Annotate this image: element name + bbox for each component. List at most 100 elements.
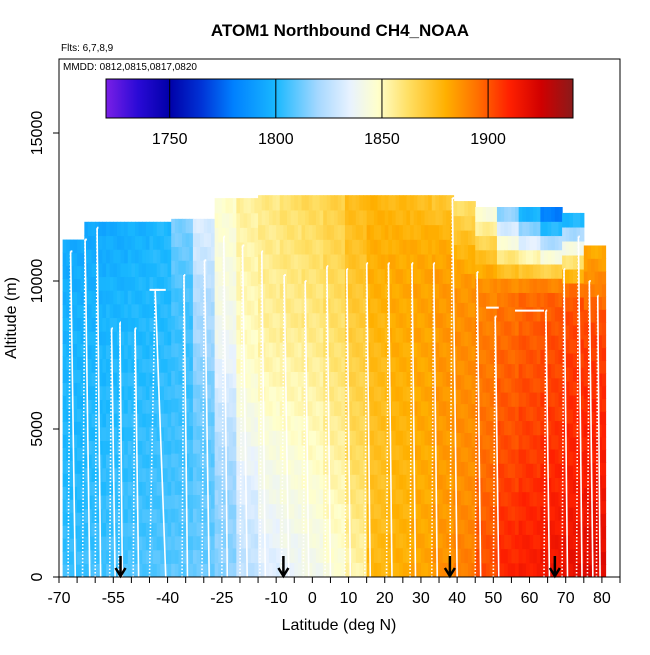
heatmap-cell — [308, 562, 313, 577]
heatmap-cell — [572, 394, 578, 410]
heatmap-cell — [145, 249, 151, 264]
heatmap-cell — [261, 562, 266, 577]
heatmap-cell — [272, 312, 277, 328]
heatmap-cell — [268, 474, 274, 490]
heatmap-cell — [80, 304, 85, 319]
heatmap-cell — [352, 474, 357, 490]
heatmap-cell — [334, 386, 339, 402]
heatmap-cell — [587, 513, 592, 527]
heatmap-cell — [518, 562, 523, 577]
heatmap-cell — [344, 444, 350, 461]
heatmap-cell — [543, 292, 549, 308]
heatmap-cell — [576, 212, 581, 228]
heatmap-cell — [330, 386, 335, 402]
heatmap-cell — [77, 551, 82, 565]
heatmap-cell — [529, 406, 534, 422]
heatmap-cell — [116, 413, 122, 428]
heatmap-cell — [131, 317, 136, 332]
heatmap-cell — [381, 547, 386, 563]
heatmap-cell — [417, 195, 422, 211]
heatmap-cell — [373, 400, 379, 417]
heatmap-cell — [221, 489, 227, 505]
heatmap-cell — [102, 426, 107, 441]
heatmap-cell — [330, 488, 335, 505]
heatmap-cell — [334, 253, 339, 270]
heatmap-cell — [272, 444, 277, 461]
heatmap-cell — [489, 505, 494, 521]
heatmap-cell — [370, 562, 375, 577]
heatmap-cell — [601, 398, 607, 412]
heatmap-cell — [373, 239, 379, 255]
heatmap-cell — [87, 344, 93, 360]
heatmap-cell — [355, 444, 361, 461]
heatmap-cell — [276, 224, 281, 240]
heatmap-cell — [250, 547, 256, 564]
heatmap-cell — [355, 547, 361, 563]
heatmap-cell — [138, 522, 143, 537]
heatmap-cell — [377, 371, 382, 387]
heatmap-cell — [124, 262, 129, 278]
heatmap-cell — [453, 374, 458, 390]
heatmap-cell — [515, 263, 520, 279]
heatmap-cell — [565, 324, 570, 340]
heatmap-cell — [69, 538, 75, 552]
heatmap-cell — [370, 444, 375, 461]
heatmap-cell — [247, 562, 252, 577]
heatmap-cell — [196, 260, 201, 275]
heatmap-cell — [160, 385, 165, 400]
heatmap-cell — [344, 224, 350, 240]
heatmap-cell — [591, 462, 596, 476]
heatmap-cell — [536, 263, 541, 279]
heatmap-cell — [272, 386, 277, 402]
heatmap-cell — [330, 239, 335, 255]
heatmap-cell — [171, 356, 176, 371]
heatmap-cell — [460, 548, 465, 564]
heatmap-cell — [290, 386, 295, 402]
heatmap-cell — [453, 244, 458, 260]
heatmap-cell — [428, 415, 433, 431]
heatmap-cell — [562, 520, 567, 536]
heatmap-cell — [236, 402, 241, 418]
heatmap-cell — [580, 366, 585, 382]
heatmap-cell — [395, 562, 400, 577]
heatmap-cell — [562, 240, 567, 256]
heatmap-cell — [113, 522, 118, 537]
heatmap-cell — [149, 290, 154, 305]
heatmap-cell — [297, 268, 303, 284]
heatmap-cell — [598, 474, 603, 489]
heatmap-cell — [73, 291, 78, 306]
heatmap-cell — [439, 474, 444, 490]
heatmap-cell — [446, 386, 451, 402]
heatmap-cell — [601, 321, 607, 336]
heatmap-cell — [344, 253, 350, 270]
heatmap-cell — [301, 386, 306, 402]
heatmap-cell — [138, 303, 143, 319]
heatmap-cell — [522, 505, 527, 521]
heatmap-cell — [160, 249, 165, 264]
heatmap-cell — [189, 494, 194, 509]
heatmap-cell — [442, 312, 447, 328]
heatmap-cell — [525, 463, 531, 478]
heatmap-cell — [518, 363, 523, 379]
heatmap-cell — [171, 232, 176, 247]
heatmap-cell — [153, 262, 158, 278]
heatmap-cell — [475, 491, 480, 507]
heatmap-cell — [511, 520, 516, 535]
heatmap-cell — [294, 209, 299, 226]
heatmap-cell — [109, 399, 114, 414]
heatmap-cell — [196, 563, 201, 577]
heatmap-cell — [359, 562, 364, 577]
heatmap-cell — [66, 291, 71, 306]
heatmap-cell — [250, 416, 256, 432]
flight-profile-ascent — [154, 289, 167, 577]
heatmap-cell — [334, 283, 339, 299]
heatmap-cell — [359, 474, 364, 490]
heatmap-cell — [192, 480, 198, 495]
heatmap-cell — [87, 481, 93, 496]
heatmap-cell — [352, 239, 357, 255]
heatmap-cell — [381, 342, 386, 358]
heatmap-cell — [102, 508, 107, 523]
heatmap-cell — [323, 415, 328, 431]
heatmap-cell — [77, 317, 82, 332]
heatmap-cell — [153, 454, 158, 469]
